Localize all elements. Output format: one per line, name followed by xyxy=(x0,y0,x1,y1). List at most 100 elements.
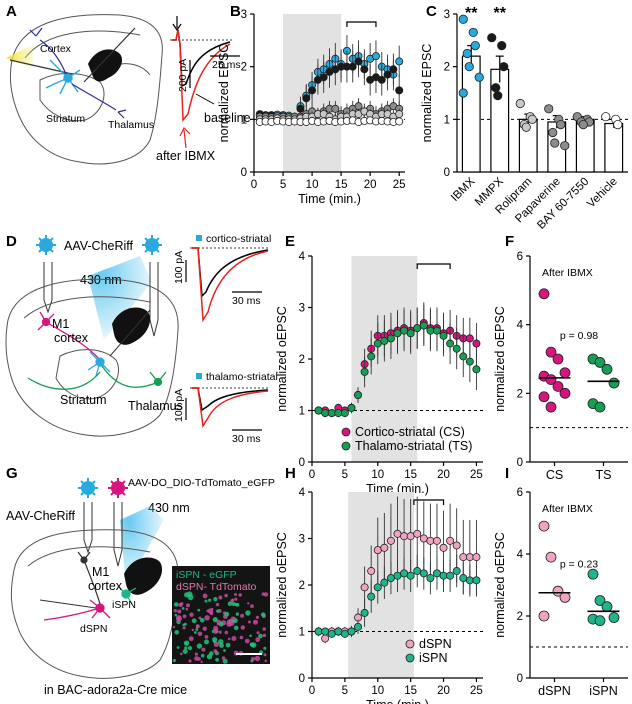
histology-cell xyxy=(208,598,212,602)
data-point-C xyxy=(470,40,480,51)
data-point-H xyxy=(459,553,468,562)
data-point-H xyxy=(360,608,369,617)
histology-cell xyxy=(204,635,209,639)
legend-marker-E xyxy=(341,427,351,437)
histology-cell xyxy=(231,602,236,606)
histology-cell xyxy=(200,660,203,664)
y-tick-label-I: 6 xyxy=(517,487,523,499)
cortical-neuron-g xyxy=(77,551,101,605)
histology-cell xyxy=(224,611,230,617)
x-tick-label-B: 15 xyxy=(335,179,348,191)
data-point-H xyxy=(419,569,428,578)
y-tick-label-H: 3 xyxy=(299,534,305,546)
trace1-after-d xyxy=(192,247,269,323)
x-tick-label-E: 20 xyxy=(437,469,450,481)
histology-cell xyxy=(200,653,205,658)
data-point-B xyxy=(296,104,305,113)
histology-cell xyxy=(181,607,185,610)
histology-cell xyxy=(216,622,220,626)
histology-cell xyxy=(183,640,190,646)
p-value-F: p = 0.98 xyxy=(560,330,598,342)
baseline-pointer-a xyxy=(195,93,215,105)
y-tick-label-E: 0 xyxy=(299,457,305,469)
data-point-F xyxy=(552,381,564,392)
histology-cell xyxy=(182,649,188,654)
cortex-thalamus-axons-a xyxy=(29,27,127,119)
histology-cell xyxy=(233,625,239,631)
data-point-E xyxy=(373,339,382,348)
x-tick-label-E: 15 xyxy=(404,469,417,481)
histology-cell xyxy=(247,620,251,624)
data-point-E xyxy=(360,367,369,376)
light-pulse-d-1 xyxy=(196,235,202,241)
histology-cell xyxy=(191,618,197,624)
significance-marker-C: ** xyxy=(465,5,478,22)
histology-cell xyxy=(195,628,199,631)
histology-cell xyxy=(238,593,242,597)
y-tick-label-F: 6 xyxy=(517,251,523,263)
inject-pipette-g-2 xyxy=(113,502,123,567)
histology-cell xyxy=(172,625,176,629)
stim-arrow-a xyxy=(172,16,182,32)
panel-a: A Cortex Striatum Thalamus 200 pA xyxy=(6,3,251,165)
data-point-H xyxy=(314,627,323,636)
y-axis-label-H: normalized oEPSC xyxy=(275,532,289,638)
histology-cell xyxy=(182,614,187,619)
data-point-E xyxy=(386,334,395,343)
data-point-I xyxy=(538,610,550,622)
data-point-B xyxy=(302,94,311,103)
analysis-bracket-H xyxy=(413,499,445,505)
legend-label-H: dSPN xyxy=(419,637,452,651)
histology-cell xyxy=(221,656,226,660)
virus-icon-d-right xyxy=(142,235,162,255)
m1-label-d: M1 xyxy=(52,317,69,331)
data-point-B xyxy=(354,57,363,66)
histology-cell xyxy=(260,612,266,617)
data-point-B xyxy=(395,117,404,126)
inject-pipette-d-left xyxy=(43,262,53,314)
data-point-H xyxy=(393,529,402,538)
y-tick-label-E: 1 xyxy=(299,406,305,418)
chart-F: F 0 2 4 6 normalized oEPSC After IBMX p = 0.98 C… xyxy=(493,233,628,482)
recording-pipette-d xyxy=(109,309,151,357)
histology-cell xyxy=(215,657,220,662)
cortical-neuron-d xyxy=(37,311,101,361)
data-point-I xyxy=(559,592,571,603)
y-tick-label-F: 0 xyxy=(517,457,523,469)
y-tick-label-C: 2 xyxy=(444,62,450,74)
y-axis-label-C: normalized EPSC xyxy=(420,44,434,143)
histo-legend-red-g: dSPN- TdTomato xyxy=(176,581,256,593)
data-point-H xyxy=(321,627,330,636)
chart-H: H 0 1 2 3 4 normalized oEPSC 0 5 10 15 20 25 Time (mi… xyxy=(275,465,483,704)
scale2-pa-label-d: 100 pA xyxy=(173,389,185,422)
recording-pipette-a xyxy=(83,27,136,83)
data-point-B xyxy=(395,110,404,119)
histology-cell xyxy=(245,610,251,616)
ispn-neuron-g xyxy=(117,585,137,605)
data-point-H xyxy=(354,622,363,631)
x-tick-label-H: 0 xyxy=(309,685,315,697)
data-point-E xyxy=(340,409,349,418)
histology-cell xyxy=(262,627,267,631)
y-tick-label-E: 3 xyxy=(299,303,305,315)
after-ibmx-label-a: after IBMX xyxy=(156,149,216,163)
histology-cell xyxy=(174,630,180,635)
data-point-C xyxy=(493,91,503,101)
trace1-label-d: cortico-striatal xyxy=(206,233,271,245)
trace2-baseline-d xyxy=(192,387,269,412)
histology-cell xyxy=(176,615,182,621)
y-tick-label-F: 4 xyxy=(517,320,524,332)
data-point-H xyxy=(386,536,395,545)
histology-cell xyxy=(184,646,188,650)
data-point-I xyxy=(545,551,557,563)
data-point-H xyxy=(380,578,389,587)
histology-cell xyxy=(262,633,267,638)
y-tick-label-C: 0 xyxy=(444,167,450,179)
light-label-g: 430 nm xyxy=(148,501,190,515)
histology-cell xyxy=(263,592,269,597)
data-point-E xyxy=(347,403,356,412)
legend-marker-H xyxy=(405,653,415,663)
data-point-H xyxy=(406,532,415,541)
striatum-label-d: Striatum xyxy=(60,393,107,407)
data-point-C xyxy=(544,104,554,114)
